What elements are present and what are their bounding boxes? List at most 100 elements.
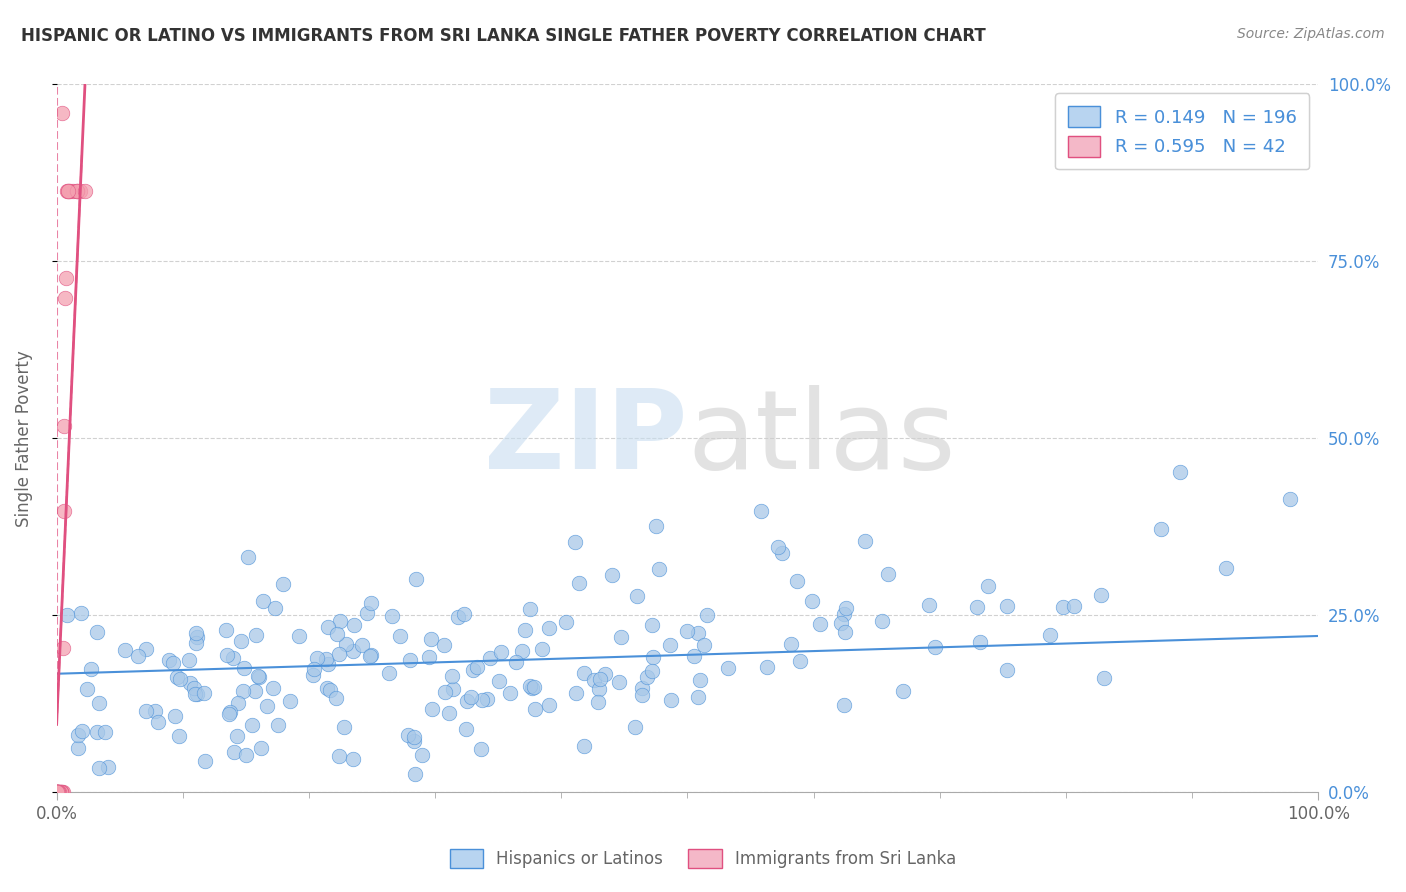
Point (186, 687, 208, 701)
Point (531, 641, 554, 656)
Point (433, 638, 456, 652)
Point (62, 184, 84, 198)
Point (45, 785, 67, 799)
Point (342, 644, 364, 658)
Point (853, 533, 876, 548)
Point (236, 549, 259, 564)
Point (636, 670, 658, 684)
Point (215, 623, 238, 637)
Point (440, 669, 463, 683)
Point (350, 638, 373, 652)
Point (641, 617, 664, 632)
Point (834, 625, 856, 640)
Point (49, 785, 72, 799)
Point (302, 667, 325, 681)
Point (610, 630, 633, 644)
Point (624, 720, 647, 734)
Point (602, 568, 624, 582)
Point (396, 728, 419, 742)
Point (891, 683, 914, 698)
Point (404, 767, 426, 781)
Point (513, 623, 536, 637)
Point (243, 684, 266, 698)
Point (565, 686, 588, 700)
Point (184, 688, 207, 702)
Point (252, 594, 274, 608)
Point (51, 785, 73, 799)
Point (1090, 588, 1112, 602)
Point (229, 634, 252, 648)
Point (1039, 628, 1062, 642)
Point (66, 184, 89, 198)
Point (287, 629, 309, 643)
Point (46, 785, 69, 799)
Point (411, 747, 433, 762)
Legend: Hispanics or Latinos, Immigrants from Sri Lanka: Hispanics or Latinos, Immigrants from Sr… (443, 842, 963, 875)
Point (93, 724, 115, 739)
Point (70, 606, 93, 620)
Point (48, 785, 70, 799)
Point (360, 596, 382, 610)
Point (489, 644, 512, 658)
Point (463, 663, 485, 677)
Point (48, 785, 70, 799)
Point (46, 785, 69, 799)
Point (586, 695, 609, 709)
Point (66, 740, 89, 755)
Legend: R = 0.149   N = 196, R = 0.595   N = 42: R = 0.149 N = 196, R = 0.595 N = 42 (1054, 94, 1309, 169)
Point (167, 729, 190, 743)
Point (86, 624, 108, 639)
Point (658, 638, 681, 652)
Point (441, 682, 464, 697)
Point (186, 636, 208, 650)
Point (162, 656, 184, 670)
Point (388, 629, 411, 643)
Point (675, 624, 697, 639)
Point (80, 662, 103, 676)
Point (780, 637, 803, 651)
Point (356, 607, 378, 621)
Point (66, 184, 89, 198)
Point (232, 684, 254, 698)
Point (45, 785, 67, 799)
Point (766, 540, 789, 554)
Point (326, 627, 349, 641)
Point (378, 665, 401, 680)
Point (45, 785, 67, 799)
Point (325, 690, 347, 705)
Point (58, 184, 80, 198)
Point (640, 664, 662, 678)
Point (186, 626, 208, 640)
Y-axis label: Single Father Poverty: Single Father Poverty (15, 350, 32, 527)
Point (247, 670, 270, 684)
Point (918, 598, 941, 612)
Point (447, 609, 470, 624)
Point (342, 752, 364, 766)
Point (479, 651, 502, 665)
Point (315, 652, 337, 666)
Point (45, 785, 67, 799)
Point (537, 698, 560, 712)
Point (73, 184, 96, 198)
Point (644, 519, 666, 533)
Point (45, 785, 67, 799)
Point (179, 653, 201, 667)
Point (523, 680, 546, 694)
Point (76, 682, 98, 697)
Point (1168, 465, 1191, 479)
Point (193, 686, 215, 700)
Point (46, 785, 69, 799)
Point (969, 635, 991, 649)
Point (328, 749, 350, 764)
Point (555, 615, 578, 629)
Point (143, 704, 166, 718)
Point (538, 621, 561, 635)
Point (267, 718, 290, 732)
Point (186, 630, 208, 644)
Point (418, 649, 440, 664)
Point (45, 785, 67, 799)
Point (45, 785, 67, 799)
Point (55, 271, 77, 285)
Point (1215, 561, 1237, 575)
Point (328, 614, 350, 628)
